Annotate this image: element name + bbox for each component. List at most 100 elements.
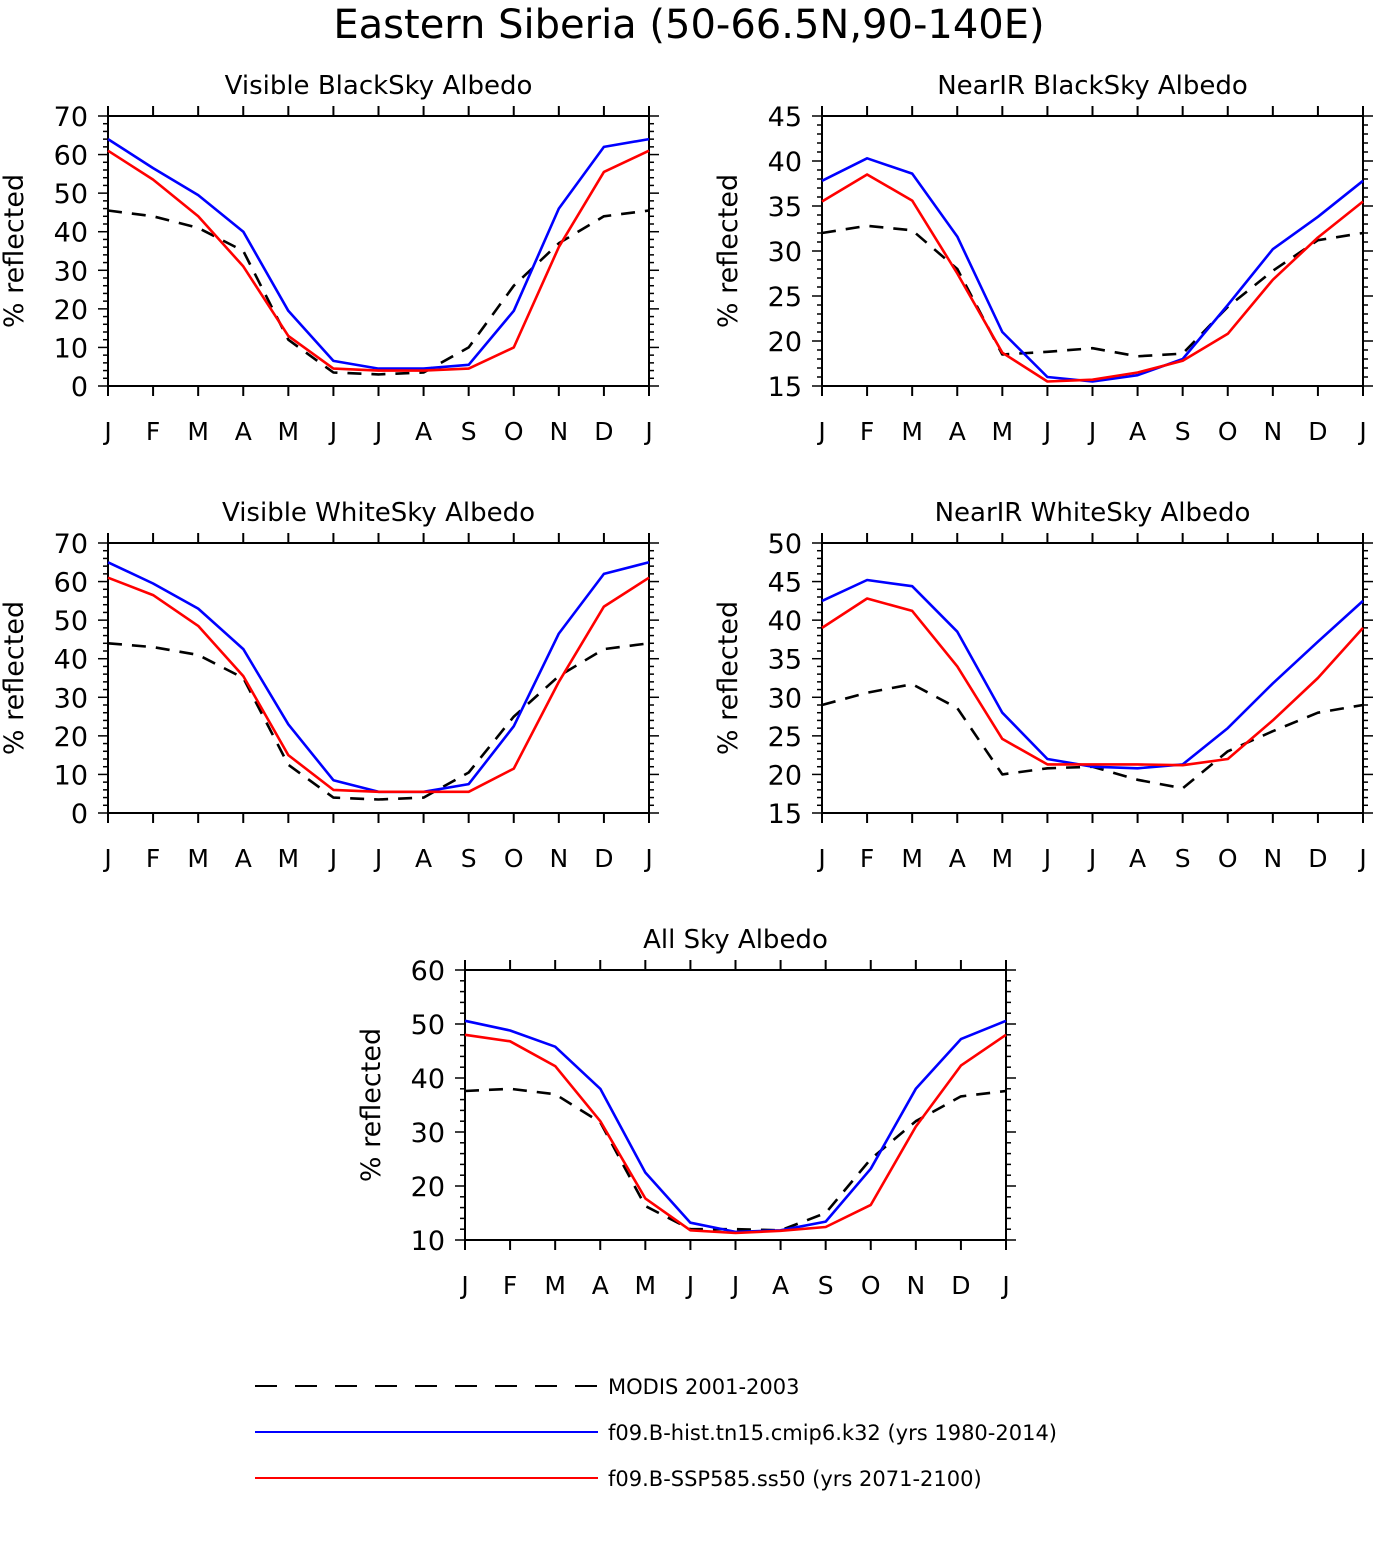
y-axis-label: % reflected — [0, 601, 30, 755]
x-tick-label: J — [643, 844, 652, 873]
y-tick-label: 70 — [54, 102, 88, 133]
x-tick-label: F — [146, 844, 160, 873]
legend-label-hist: f09.B-hist.tn15.cmip6.k32 (yrs 1980-2014… — [608, 1421, 1057, 1445]
x-tick-label: J — [1087, 417, 1096, 446]
x-tick-label: D — [951, 1271, 970, 1300]
y-tick-label: 10 — [411, 1226, 445, 1257]
plot-frame — [107, 115, 650, 387]
series-line-hist — [107, 137, 650, 370]
y-tick-label: 20 — [768, 760, 802, 791]
x-tick-label: D — [1308, 844, 1327, 873]
chart-title: NearIR WhiteSky Albedo — [935, 498, 1251, 528]
y-tick-label: 25 — [768, 722, 802, 753]
x-tick-label: J — [816, 417, 825, 446]
x-tick-label: N — [549, 844, 568, 873]
y-axis-label: % reflected — [713, 601, 744, 755]
y-tick-label: 10 — [54, 760, 88, 791]
x-tick-label: F — [146, 417, 160, 446]
x-tick-label: J — [1357, 844, 1366, 873]
x-tick-label: A — [235, 844, 252, 873]
plot-frame — [464, 969, 1007, 1241]
x-tick-label: J — [373, 417, 382, 446]
x-tick-label: M — [187, 844, 209, 873]
series-line-hist — [107, 561, 650, 794]
x-tick-label: F — [860, 844, 874, 873]
y-tick-label: 40 — [768, 147, 802, 178]
x-tick-label: D — [1308, 417, 1327, 446]
y-tick-label: 50 — [54, 179, 88, 210]
x-tick-label: J — [328, 417, 337, 446]
legend-label-ssp: f09.B-SSP585.ss50 (yrs 2071-2100) — [608, 1467, 982, 1491]
x-tick-label: O — [504, 417, 524, 446]
y-tick-label: 45 — [768, 568, 802, 599]
y-tick-label: 20 — [54, 722, 88, 753]
series-line-hist — [821, 157, 1364, 383]
series-line-modis — [821, 224, 1364, 358]
x-tick-label: J — [1357, 417, 1366, 446]
x-tick-label: O — [861, 1271, 881, 1300]
x-tick-label: J — [328, 844, 337, 873]
chart-title: Visible BlackSky Albedo — [225, 71, 533, 101]
y-tick-label: 60 — [411, 956, 445, 987]
x-tick-label: J — [102, 844, 111, 873]
x-tick-label: J — [459, 1271, 468, 1300]
series-line-ssp — [107, 149, 650, 372]
x-tick-label: J — [643, 417, 652, 446]
y-tick-label: 0 — [71, 372, 88, 403]
series-line-hist — [821, 578, 1364, 770]
x-tick-label: J — [730, 1271, 739, 1300]
y-tick-label: 30 — [768, 683, 802, 714]
y-tick-label: 0 — [71, 799, 88, 830]
y-tick-label: 60 — [54, 141, 88, 172]
x-tick-label: N — [1263, 417, 1282, 446]
x-tick-label: M — [901, 844, 923, 873]
series-line-ssp — [107, 576, 650, 794]
x-tick-label: N — [906, 1271, 925, 1300]
x-tick-label: F — [860, 417, 874, 446]
y-tick-label: 20 — [768, 327, 802, 358]
x-tick-label: M — [635, 1271, 657, 1300]
y-tick-label: 50 — [411, 1010, 445, 1041]
series-line-hist — [464, 1019, 1007, 1234]
y-axis-label: % reflected — [356, 1028, 387, 1182]
x-tick-label: A — [592, 1271, 609, 1300]
x-tick-label: J — [1087, 844, 1096, 873]
x-tick-label: J — [1000, 1271, 1009, 1300]
figure-title: Eastern Siberia (50-66.5N,90-140E) — [333, 2, 1044, 48]
x-tick-label: M — [187, 417, 209, 446]
x-tick-label: M — [992, 844, 1014, 873]
legend-label-modis: MODIS 2001-2003 — [608, 1375, 799, 1399]
x-tick-label: J — [1042, 844, 1051, 873]
y-tick-label: 15 — [768, 799, 802, 830]
x-tick-label: J — [102, 417, 111, 446]
x-tick-label: N — [1263, 844, 1282, 873]
y-tick-label: 30 — [411, 1118, 445, 1149]
x-tick-label: M — [544, 1271, 566, 1300]
x-tick-label: M — [992, 417, 1014, 446]
y-tick-label: 10 — [54, 333, 88, 364]
y-tick-label: 25 — [768, 282, 802, 313]
series-line-modis — [464, 1087, 1007, 1232]
plot-frame — [821, 542, 1364, 814]
y-tick-label: 15 — [768, 372, 802, 403]
y-axis-label: % reflected — [0, 174, 30, 328]
plot-frame — [821, 115, 1364, 387]
x-tick-label: A — [949, 417, 966, 446]
x-tick-label: F — [503, 1271, 517, 1300]
x-tick-label: J — [816, 844, 825, 873]
x-tick-label: A — [415, 417, 432, 446]
y-tick-label: 20 — [411, 1172, 445, 1203]
x-tick-label: O — [1218, 844, 1238, 873]
x-tick-label: D — [594, 417, 613, 446]
series-line-modis — [107, 209, 650, 376]
y-tick-label: 40 — [768, 606, 802, 637]
x-tick-label: A — [235, 417, 252, 446]
x-tick-label: D — [594, 844, 613, 873]
y-axis-label: % reflected — [713, 174, 744, 328]
y-tick-label: 40 — [54, 645, 88, 676]
x-tick-label: A — [772, 1271, 789, 1300]
x-tick-label: J — [1042, 417, 1051, 446]
x-tick-label: A — [415, 844, 432, 873]
